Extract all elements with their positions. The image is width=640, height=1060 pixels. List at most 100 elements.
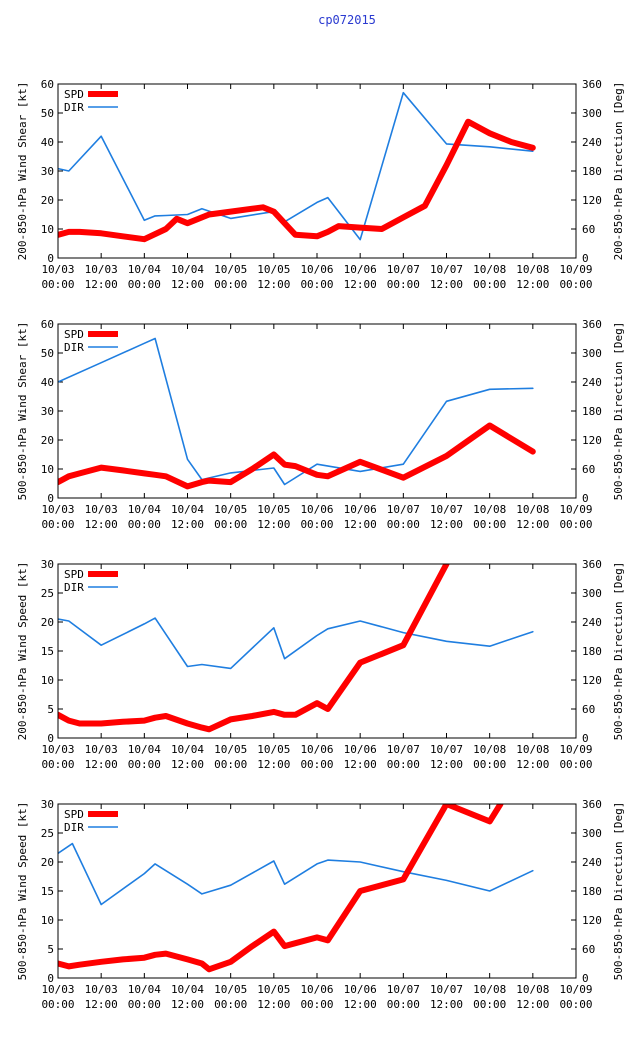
y2-tick-label: 240 [582, 856, 602, 869]
y-tick-label: 60 [41, 78, 54, 91]
x-tick-label-time: 00:00 [559, 518, 592, 531]
x-tick-label-date: 10/09 [559, 503, 592, 516]
y-tick-label: 40 [41, 376, 54, 389]
legend-label-dir: DIR [64, 341, 84, 354]
y-tick-label: 10 [41, 223, 54, 236]
spd-series-line [58, 804, 504, 973]
y-tick-label: 10 [41, 674, 54, 687]
y2-axis-title: 500-850-hPa Direction [Deg] [612, 562, 625, 741]
y-tick-label: 30 [41, 798, 54, 811]
chart-panel-4: 10/03 00:00 10/03 12:00 10/04 00:00 10/04 12:00… [16, 798, 625, 1011]
x-tick-label-time: 12:00 [85, 278, 118, 291]
x-tick-label-time: 12:00 [85, 998, 118, 1011]
y-axis-title: 500-850-hPa Wind Speed [kt] [16, 802, 29, 981]
x-tick-label-time: 00:00 [559, 278, 592, 291]
y-tick-label: 20 [41, 194, 54, 207]
x-tick-label-time: 00:00 [473, 518, 506, 531]
legend-label-spd: SPD [64, 328, 84, 341]
x-tick-label-time: 12:00 [516, 518, 549, 531]
x-tick-label-time: 12:00 [171, 278, 204, 291]
x-tick-label-date: 10/04 [128, 263, 161, 276]
x-tick-label-date: 10/06 [300, 263, 333, 276]
y-tick-label: 10 [41, 914, 54, 927]
y2-tick-label: 240 [582, 616, 602, 629]
y2-tick-label: 360 [582, 78, 602, 91]
x-tick-label-time: 12:00 [430, 518, 463, 531]
x-tick-label-date: 10/08 [516, 263, 549, 276]
x-tick-label-time: 00:00 [41, 278, 74, 291]
y2-tick-label: 240 [582, 136, 602, 149]
x-tick-label-date: 10/07 [430, 263, 463, 276]
y2-tick-label: 300 [582, 347, 602, 360]
x-tick-label-date: 10/07 [387, 263, 420, 276]
y-tick-label: 20 [41, 616, 54, 629]
x-tick-label-date: 10/05 [214, 263, 247, 276]
y2-tick-label: 180 [582, 645, 602, 658]
plot-frame [57, 803, 577, 979]
spd-series-line [58, 422, 536, 490]
x-tick-label-time: 12:00 [430, 998, 463, 1011]
y2-tick-label: 360 [582, 318, 602, 331]
x-tick-label-date: 10/08 [516, 503, 549, 516]
x-tick-label-date: 10/05 [214, 503, 247, 516]
x-tick-label-time: 00:00 [128, 998, 161, 1011]
x-tick-label-time: 12:00 [257, 998, 290, 1011]
x-tick-label-time: 00:00 [128, 758, 161, 771]
x-tick-label-date: 10/05 [257, 983, 290, 996]
y2-tick-label: 0 [582, 972, 589, 985]
y-axis-title: 200-850-hPa Wind Speed [kt] [16, 562, 29, 741]
dir-series-line [58, 842, 534, 906]
y-tick-label: 5 [47, 703, 54, 716]
y-tick-label: 5 [47, 943, 54, 956]
chart-panel-1: 10/03 00:00 10/03 12:00 10/04 00:00 10/04 12:00… [16, 78, 625, 291]
y-tick-label: 60 [41, 318, 54, 331]
x-tick-label-time: 00:00 [214, 518, 247, 531]
dir-series-line [58, 91, 534, 241]
y-tick-label: 20 [41, 856, 54, 869]
x-tick-label-date: 10/03 [41, 743, 74, 756]
x-tick-label-date: 10/03 [41, 263, 74, 276]
x-tick-label-time: 00:00 [473, 758, 506, 771]
y2-tick-label: 60 [582, 463, 595, 476]
y-tick-label: 25 [41, 827, 54, 840]
x-tick-label-date: 10/04 [128, 743, 161, 756]
chart-panel-2: 10/03 00:00 10/03 12:00 10/04 00:00 10/04 12:00… [16, 318, 625, 531]
x-tick-label-date: 10/06 [344, 743, 377, 756]
x-tick-label-date: 10/05 [214, 743, 247, 756]
x-tick-label-date: 10/06 [344, 263, 377, 276]
y2-tick-label: 60 [582, 943, 595, 956]
y-axis-title: 500-850-hPa Wind Shear [kt] [16, 322, 29, 501]
x-tick-label-time: 00:00 [300, 998, 333, 1011]
x-tick-label-date: 10/03 [85, 263, 118, 276]
y-tick-label: 30 [41, 405, 54, 418]
x-tick-label-date: 10/04 [128, 983, 161, 996]
y2-tick-label: 180 [582, 885, 602, 898]
x-tick-label-time: 00:00 [214, 998, 247, 1011]
y-tick-label: 0 [47, 732, 54, 745]
y2-axis-title: 500-850-hPa Direction [Deg] [612, 322, 625, 501]
y2-tick-label: 300 [582, 827, 602, 840]
x-tick-label-date: 10/05 [257, 263, 290, 276]
y-tick-label: 10 [41, 463, 54, 476]
x-tick-label-date: 10/05 [214, 983, 247, 996]
x-tick-label-date: 10/08 [516, 743, 549, 756]
legend-label-spd: SPD [64, 808, 84, 821]
x-tick-label-date: 10/08 [473, 983, 506, 996]
x-tick-label-date: 10/04 [128, 503, 161, 516]
x-tick-label-time: 00:00 [300, 278, 333, 291]
y2-tick-label: 240 [582, 376, 602, 389]
dir-series-line [58, 617, 534, 670]
x-tick-label-date: 10/03 [41, 983, 74, 996]
y2-tick-label: 0 [582, 492, 589, 505]
y2-tick-label: 360 [582, 798, 602, 811]
x-tick-label-time: 12:00 [344, 758, 377, 771]
x-tick-label-time: 12:00 [516, 758, 549, 771]
x-tick-label-date: 10/09 [559, 743, 592, 756]
x-tick-label-date: 10/03 [41, 503, 74, 516]
y-axis-title: 200-850-hPa Wind Shear [kt] [16, 82, 29, 261]
y2-tick-label: 60 [582, 223, 595, 236]
y-tick-label: 0 [47, 252, 54, 265]
x-tick-label-date: 10/07 [387, 503, 420, 516]
